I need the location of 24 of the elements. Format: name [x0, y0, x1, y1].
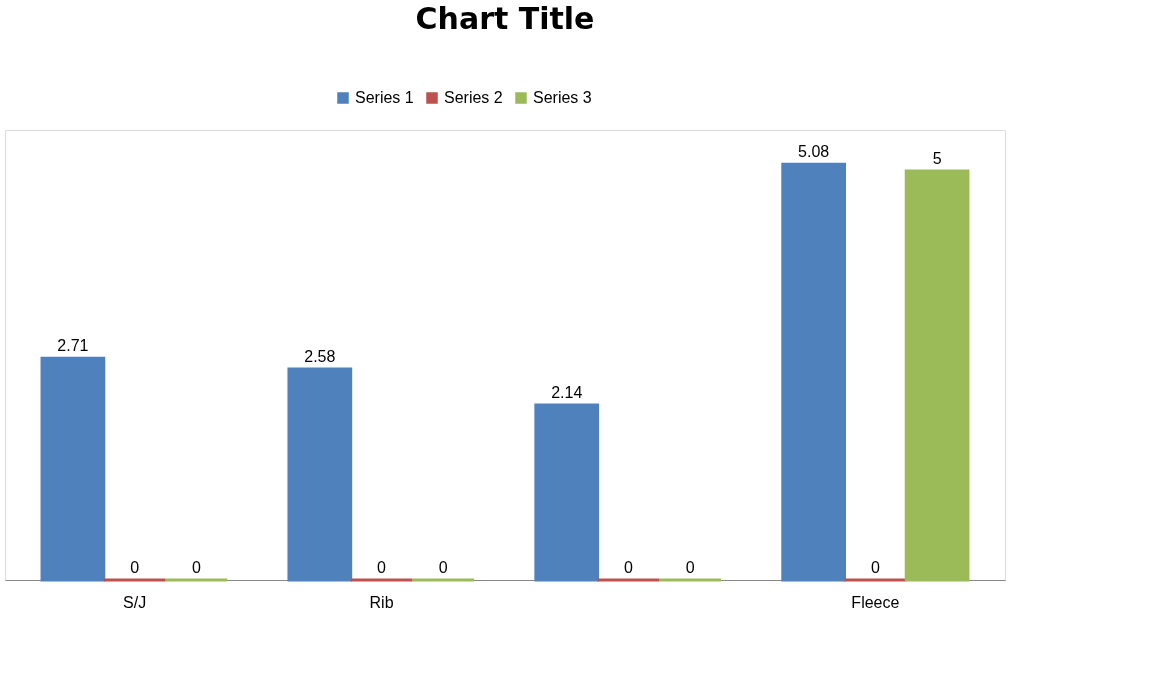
x-tick-label: S/J [123, 593, 147, 611]
data-label: 2.71 [57, 337, 89, 355]
x-tick-label: Fleece [851, 593, 900, 611]
data-label: 0 [624, 559, 633, 576]
bar [781, 162, 847, 582]
data-label: 5 [932, 149, 942, 167]
x-tick-label: Rib [369, 593, 394, 611]
chart-title: Chart Title [415, 1, 595, 36]
bar [40, 356, 106, 582]
bar [287, 367, 353, 582]
bar [534, 403, 600, 582]
data-label: 0 [191, 559, 201, 576]
data-label: 0 [870, 559, 880, 576]
legend-label: Series 2 [444, 89, 503, 106]
data-label: 2.58 [304, 347, 336, 365]
data-label: 0 [685, 559, 695, 576]
legend-label: Series 1 [355, 89, 414, 106]
data-label: 0 [130, 559, 140, 576]
data-label: 0 [438, 559, 448, 576]
bar [904, 169, 970, 582]
data-label: 2.14 [551, 383, 583, 401]
data-label: 0 [377, 559, 387, 576]
legend-label: Series 3 [533, 89, 592, 106]
data-label: 5.08 [798, 143, 830, 161]
